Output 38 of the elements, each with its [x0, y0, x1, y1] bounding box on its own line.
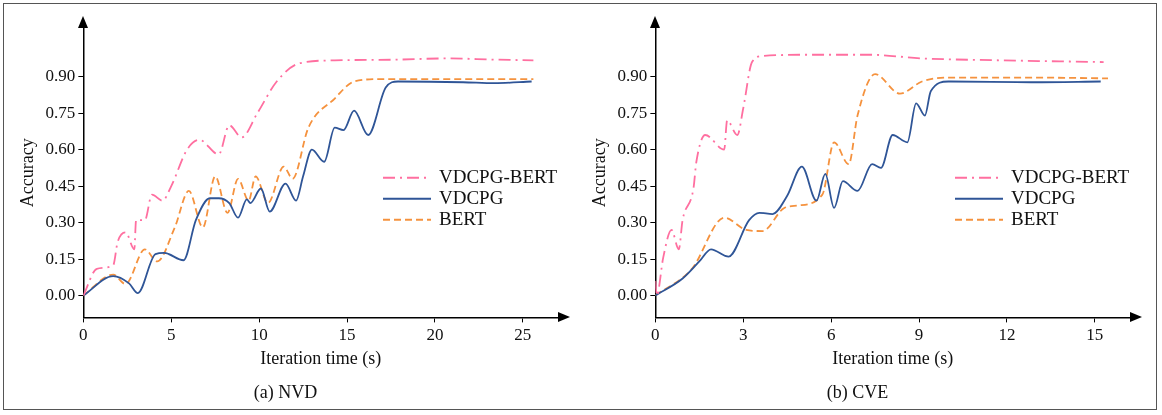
x-tick-label: 20: [426, 325, 444, 345]
legend-label: VDCPG: [1011, 186, 1076, 208]
y-tick-label: 0.30: [617, 212, 648, 232]
legend-label: BERT: [1011, 207, 1059, 229]
text: (b) CVE: [826, 381, 889, 403]
x-tick-label: 12: [998, 325, 1016, 345]
x-axis-title: Iteration time (s): [260, 348, 382, 370]
y-tick-label: 0.45: [45, 175, 76, 195]
text: (a) NVD: [253, 381, 318, 403]
legend-label: VDCPG-BERT: [439, 165, 558, 187]
x-tick-label: 15: [338, 325, 356, 345]
y-tick-label: 0.90: [617, 66, 648, 86]
x-tick-label: 0: [79, 325, 88, 345]
x-tick-label: 9: [914, 325, 924, 345]
y-tick-label: 0.45: [617, 175, 648, 195]
x-tick-label: 5: [167, 325, 176, 345]
x-axis-title: Iteration time (s): [832, 348, 954, 370]
y-tick-label: 0.30: [45, 212, 76, 232]
legend-label: VDCPG: [439, 186, 504, 208]
x-tick-label: 25: [514, 325, 532, 345]
y-tick-label: 0.00: [617, 284, 648, 304]
y-tick-label: 0.15: [45, 248, 76, 268]
x-tick-label: 0: [651, 325, 660, 345]
x-tick-label: 3: [739, 325, 748, 345]
y-axis-title: Accuracy: [588, 138, 609, 208]
y-tick-label: 0.75: [617, 102, 648, 122]
y-tick-label: 0.75: [45, 102, 76, 122]
x-tick-label: 6: [826, 325, 836, 345]
y-tick-label: 0.60: [45, 139, 76, 159]
y-axis-title: Accuracy: [16, 138, 37, 208]
y-tick-label: 0.90: [45, 66, 76, 86]
x-tick-label: 10: [250, 325, 268, 345]
legend-label: VDCPG-BERT: [1011, 165, 1130, 187]
y-tick-label: 0.00: [45, 284, 76, 304]
legend-label: BERT: [439, 207, 487, 229]
y-tick-label: 0.60: [617, 139, 648, 159]
x-tick-label: 15: [1086, 325, 1104, 345]
y-tick-label: 0.15: [617, 248, 648, 268]
